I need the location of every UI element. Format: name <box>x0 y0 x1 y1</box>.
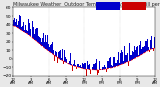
Text: Milwaukee Weather  Outdoor Temperature vs Wind Chill per Minute (24 Hours): Milwaukee Weather Outdoor Temperature vs… <box>13 2 160 7</box>
